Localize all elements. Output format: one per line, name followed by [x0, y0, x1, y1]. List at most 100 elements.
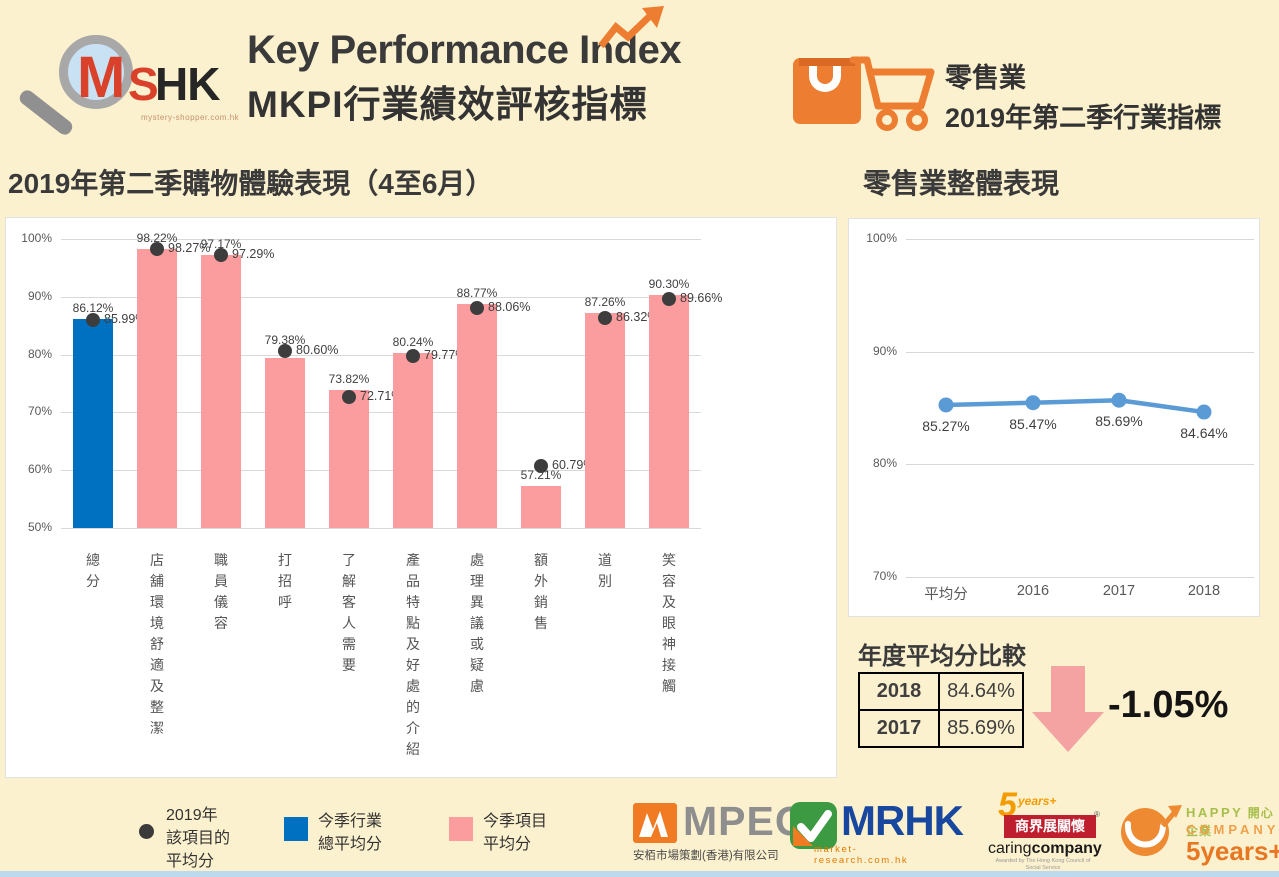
dot-產品特點及好處的介紹 [406, 348, 420, 363]
bar-value-label: 87.26% [584, 294, 626, 309]
data-point-平均分 [938, 397, 954, 413]
gridline [61, 470, 701, 472]
x-axis-tick: 2018 [1187, 583, 1221, 599]
bar-了解客人需要 [329, 390, 369, 528]
y-axis-tick: 60% [27, 462, 52, 477]
value-cell: 85.69% [938, 709, 1024, 748]
y-axis-tick: 70% [872, 569, 897, 583]
y-axis-tick: 90% [27, 288, 52, 303]
dot-道別 [598, 311, 612, 326]
gridline [906, 577, 1254, 578]
happy-swoosh-icon [1121, 805, 1182, 856]
data-point-2017 [1111, 392, 1127, 408]
legend-line: 該項目的 [166, 830, 231, 847]
y-axis-tick: 50% [27, 520, 52, 534]
point-value-label: 85.69% [1095, 413, 1143, 430]
y-axis-tick: 80% [27, 346, 52, 361]
y-axis-tick: 100% [866, 231, 897, 245]
bar-value-label: 97.17% [200, 236, 242, 251]
registered-mark: ® [1094, 810, 1100, 819]
left-chart-title: 2019年第二季購物體驗表現（4至6月） [8, 168, 494, 199]
legend-dot-marker [139, 824, 154, 839]
mrhk-check-icon [790, 802, 837, 849]
dot-value-label: 72.71% [360, 388, 403, 403]
bar-value-label: 98.22% [136, 230, 178, 245]
header-sector: 零售業 [945, 63, 1026, 93]
bar-產品特點及好處的介紹 [393, 353, 433, 528]
shopping-bag-icon [793, 58, 861, 124]
bar-店舖環境舒適及整潔 [137, 249, 177, 528]
year-cell: 2017 [858, 709, 940, 748]
bar-value-label: 88.77% [456, 285, 498, 300]
x-axis-tick: 平均分 [924, 587, 968, 603]
bar-value-label: 79.38% [264, 333, 306, 348]
dot-value-label: 60.79% [552, 457, 595, 472]
dot-value-label: 85.99% [104, 311, 147, 326]
mpeg-company: 安栢市場策劃(香港)有限公司 [633, 850, 779, 862]
mpeg-logo: MPEG 安栢市場策劃(香港)有限公司 [633, 797, 807, 867]
dot-店舖環境舒適及整潔 [150, 241, 164, 256]
comparison-table: 2018 84.64% 2017 85.69% [858, 672, 1024, 748]
y-axis-tick: 90% [872, 343, 897, 358]
table-row: 2017 85.69% [858, 709, 1024, 748]
happy-line1: HAPPY 開心企業 [1186, 804, 1278, 840]
caring-name: caringcompany [988, 840, 1102, 858]
caring-sub1: Awarded by The Hong Kong Council of Soci… [995, 858, 1091, 872]
gridline [906, 464, 1254, 466]
gridline [61, 239, 701, 240]
bar-處理異議或疑慮 [457, 303, 497, 528]
point-value-label: 85.27% [922, 417, 970, 434]
mrhk-name: MRHK [841, 797, 964, 844]
happy-years: 5years+ [1186, 836, 1279, 866]
logo-domain: mystery-shopper.com.hk [141, 113, 240, 122]
mrhk-url: market-research.com.hk [814, 844, 909, 866]
category-label: 產品特點及好處的介紹 [406, 552, 420, 757]
year-cell: 2018 [858, 672, 940, 711]
value-cell: 84.64% [938, 672, 1024, 711]
category-label: 道別 [598, 552, 612, 589]
change-value: -1.05% [1108, 684, 1229, 726]
caring-years: years+ [1018, 794, 1057, 808]
legend-line: 今季行業 [318, 813, 383, 830]
legend-line: 2019年 [166, 807, 218, 824]
category-label: 打招呼 [278, 552, 292, 610]
bar-value-label: 80.24% [392, 335, 434, 350]
down-arrow-icon [1032, 666, 1104, 752]
gridline [61, 528, 701, 529]
category-label: 處理異議或疑慮 [470, 552, 484, 694]
growth-arrow-icon [598, 6, 664, 49]
dot-value-label: 97.29% [232, 246, 275, 261]
legend-line: 平均分 [483, 836, 532, 853]
gridline [61, 354, 701, 356]
x-axis-tick: 2017 [1102, 583, 1136, 599]
data-point-2016 [1025, 395, 1041, 411]
legend-line: 總平均分 [318, 836, 383, 853]
caring-name-bold: company [1031, 840, 1102, 857]
bar-額外銷售 [521, 486, 561, 528]
dot-處理異議或疑慮 [470, 301, 484, 315]
category-label: 總分 [86, 552, 100, 589]
gridline [906, 239, 1254, 240]
dot-職員儀容 [214, 247, 228, 262]
happy-company-logo: HAPPY 開心企業 COMPANY 5years+ [1118, 798, 1279, 868]
logo-letters-hk: HK [155, 58, 220, 110]
point-value-label: 84.64% [1180, 425, 1228, 442]
shopping-experience-bar-chart: 100% 90% 80% 70% 60% 50% 86.12% 85.99% 總分 98.22% 9… [5, 217, 837, 778]
dot-value-label: 88.06% [488, 300, 531, 314]
bar-value-label: 86.12% [72, 301, 114, 316]
dot-value-label: 98.27% [168, 240, 211, 255]
logo-letter-m: M [77, 45, 126, 110]
bottom-strip [0, 871, 1279, 877]
legend-line: 平均分 [166, 853, 215, 870]
main-title-zh: MKPI行業績效評核指標 [247, 84, 648, 125]
dot-value-label: 89.66% [680, 290, 723, 305]
y-axis-tick: 100% [21, 231, 52, 245]
point-value-label: 85.47% [1009, 415, 1057, 432]
legend-item-pink: 今季項目 平均分 [483, 810, 547, 856]
x-axis-tick: 2016 [1016, 583, 1050, 599]
bar-打招呼 [265, 358, 305, 528]
gridline [906, 351, 1254, 353]
dot-打招呼 [278, 344, 292, 359]
legend-line: 今季項目 [483, 813, 548, 830]
